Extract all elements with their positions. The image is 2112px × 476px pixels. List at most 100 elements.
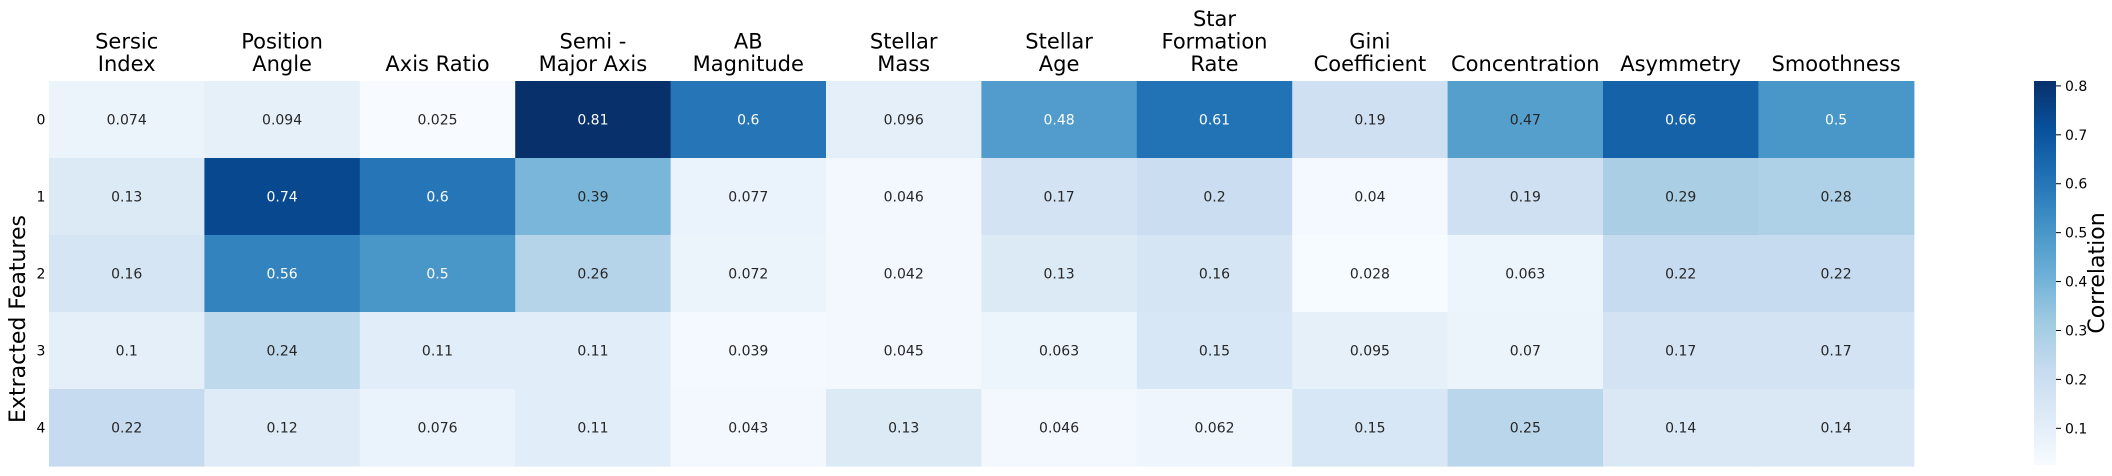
cell-value-label: 0.077 [728,190,768,206]
heatmap-cell [1136,158,1293,236]
cell-value-label: 0.1 [116,344,138,360]
heatmap-cell [1603,158,1759,236]
heatmap-cell [1447,389,1604,467]
cell-value-label: 0.094 [262,113,302,129]
column-label: Position Angle [241,30,323,77]
heatmap-cell [1758,158,1915,236]
cell-value-label: 0.045 [884,344,924,360]
cell-value-label: 0.095 [1350,344,1390,360]
heatmap-cell [1447,312,1604,390]
row-label: 3 [37,344,46,360]
cell-value-label: 0.16 [1199,267,1230,283]
colorbar-tick-label: 0.4 [2065,275,2087,291]
cell-value-label: 0.81 [577,113,608,129]
heatmap-cell [670,389,827,467]
heatmap-cell [1136,312,1293,390]
cell-value-label: 0.22 [1665,267,1696,283]
heatmap-cell [670,158,827,236]
heatmap-cell [204,235,361,313]
cell-value-label: 0.6 [737,113,759,129]
heatmap-cell [49,81,205,159]
heatmap-cell [49,235,205,313]
column-labels: Sersic Index Position Angle Axis Ratio Semi -… [95,7,1901,76]
row-label: 2 [37,267,46,283]
heatmap-cell [204,389,361,467]
cell-value-label: 0.56 [267,267,298,283]
cell-value-label: 0.062 [1194,421,1234,437]
cell-value-label: 0.5 [1825,113,1847,129]
cell-value-label: 0.13 [111,190,142,206]
heatmap-cell [515,158,672,236]
colorbar-title: Correlation [2085,212,2110,333]
cell-value-label: 0.14 [1821,421,1852,437]
column-label: Asymmetry [1620,52,1741,76]
cell-value-label: 0.028 [1350,267,1390,283]
cell-value-label: 0.19 [1354,113,1385,129]
cell-value-label: 0.043 [728,421,768,437]
column-label: Axis Ratio [385,52,489,76]
heatmap-cell [1447,81,1604,159]
heatmap-cell [515,235,672,313]
cell-value-label: 0.17 [1665,344,1696,360]
heatmap-cell [981,235,1138,313]
cell-value-label: 0.17 [1821,344,1852,360]
heatmap-cell [49,158,205,236]
column-label: Smoothness [1772,52,1901,76]
heatmap-cell [1136,235,1293,313]
cell-value-label: 0.046 [1039,421,1079,437]
cell-value-label: 0.076 [417,421,457,437]
cell-value-label: 0.22 [111,421,142,437]
cell-value-label: 0.26 [577,267,608,283]
row-label: 0 [37,113,46,129]
heatmap-cell [1136,389,1293,467]
cell-value-label: 0.12 [267,421,298,437]
heatmap-cell [359,158,516,236]
heatmap-cell [1292,389,1449,467]
cell-value-label: 0.61 [1199,113,1230,129]
heatmap-cell [670,312,827,390]
cell-value-label: 0.07 [1510,344,1541,360]
cell-value-label: 0.19 [1510,190,1541,206]
cell-value-label: 0.15 [1354,421,1385,437]
cell-value-label: 0.063 [1039,344,1079,360]
column-label: Sersic Index [95,30,158,77]
cell-value-label: 0.13 [888,421,919,437]
row-label: 4 [37,421,46,437]
heatmap-cell [359,389,516,467]
cell-value-label: 0.13 [1044,267,1075,283]
cell-value-label: 0.48 [1044,113,1075,129]
cell-value-label: 0.29 [1665,190,1696,206]
heatmap-cell [1603,389,1759,467]
colorbar-gradient [2034,81,2056,465]
cell-value-labels: 0.074 0.094 0.025 0.81 0.6 0.096 0.48 0.61 0.19 0… [107,113,1852,437]
cell-value-label: 0.025 [417,113,457,129]
column-label: Stellar Age [1025,30,1093,77]
cell-value-label: 0.063 [1505,267,1545,283]
row-labels: 0 1 2 3 4 [37,113,46,437]
heatmap-cell [1292,312,1449,390]
cell-value-label: 0.046 [884,190,924,206]
heatmap-cell [826,158,982,236]
colorbar: 0.1 0.2 0.3 0.4 0.5 0.6 0.7 0.8 Correlation [2034,79,2110,465]
heatmap-cell [1447,235,1604,313]
column-label: AB Magnitude [693,30,804,77]
heatmap-cell [981,158,1138,236]
column-label: Semi -Major Axis [539,30,648,77]
heatmap-cell [826,81,982,159]
colorbar-tick-label: 0.6 [2065,177,2087,193]
heatmap-cell [204,312,361,390]
cell-value-label: 0.25 [1510,421,1541,437]
colorbar-ticks: 0.1 0.2 0.3 0.4 0.5 0.6 0.7 0.8 [2056,79,2087,437]
colorbar-tick-label: 0.1 [2065,421,2087,437]
heatmap-cell [515,81,672,159]
cell-value-label: 0.039 [728,344,768,360]
heatmap-cell [515,312,672,390]
cell-value-label: 0.24 [267,344,298,360]
heatmap-cell [1603,81,1759,159]
heatmap-cell [826,389,982,467]
heatmap-cell [204,158,361,236]
heatmap-cell [826,235,982,313]
column-label: Gini Coefficient [1314,30,1427,77]
colorbar-tick-label: 0.5 [2065,226,2087,242]
